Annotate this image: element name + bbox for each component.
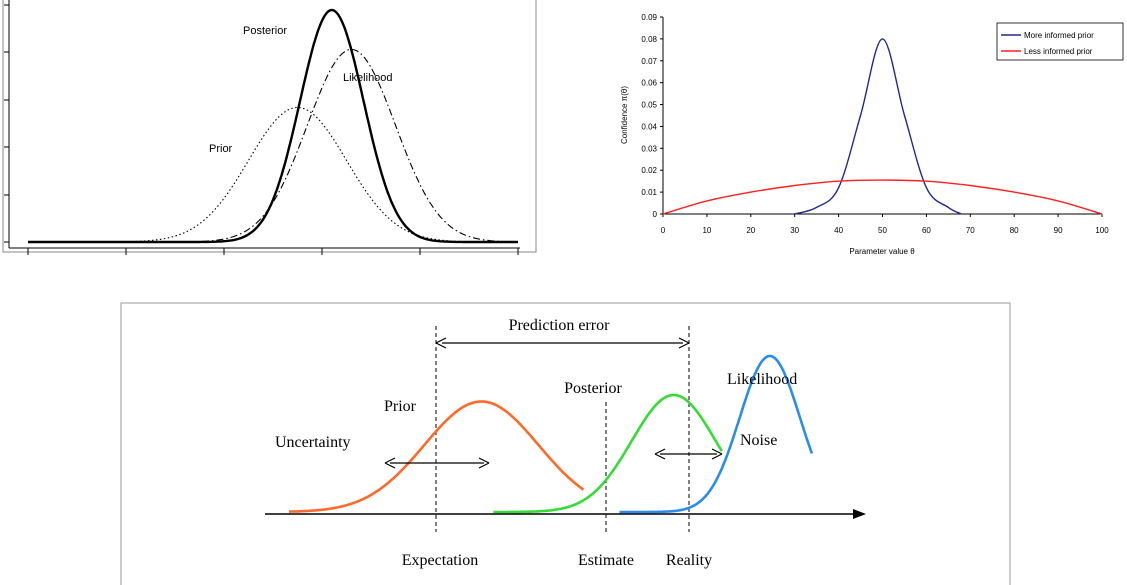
chart2-x-tick-label: 40 (834, 226, 843, 235)
chart3-noise-arrowhead-left (654, 448, 666, 460)
chart2-x-tick-labels: 0 10 20 30 40 50 60 70 80 90 100 (661, 226, 1109, 235)
chart3-prior-label: Prior (384, 398, 417, 415)
chart-prior-likelihood-posterior: Posterior Likelihood Prior (2, 0, 537, 255)
chart3-estimate-label: Estimate (578, 552, 634, 569)
chart1-likelihood-label: Likelihood (343, 72, 393, 84)
chart2-y-tick-label: 0 (653, 210, 658, 219)
chart-confidence: 0 0.01 0.02 0.03 0.04 0.05 0.06 0.07 0.08 0.09 0 1… (620, 13, 1124, 256)
chart2-x-tick-label: 20 (746, 226, 755, 235)
chart3-noise-arrowhead-right (711, 448, 723, 460)
chart2-x-tick-label: 90 (1054, 226, 1063, 235)
chart3-prediction-error-arrowhead-right (678, 337, 690, 349)
chart1-y-ticks (4, 4, 9, 243)
chart2-x-tick-label: 80 (1010, 226, 1019, 235)
chart2-legend-label-less: Less informed prior (1024, 47, 1093, 56)
chart2-y-tick-label: 0.04 (641, 122, 657, 131)
chart3-likelihood-label: Likelihood (727, 371, 797, 388)
chart3-uncertainty-arrowhead-right (478, 457, 490, 469)
chart2-y-tick-labels: 0 0.01 0.02 0.03 0.04 0.05 0.06 0.07 0.08 0.09 (641, 13, 657, 219)
chart2-y-tick-label: 0.06 (641, 79, 657, 88)
chart2-y-tick-label: 0.03 (641, 144, 657, 153)
chart3-frame (120, 302, 1011, 585)
chart3-series-posterior-curve (493, 393, 723, 514)
chart1-posterior-label: Posterior (243, 25, 287, 37)
chart1-frame (2, 0, 537, 253)
chart-prediction-error-diagram: Prediction error Prior Uncertainty Poste… (120, 302, 1011, 585)
chart3-prediction-error-arrowhead-left (435, 337, 447, 349)
chart1-series-prior-line (28, 106, 518, 243)
chart3-curves (289, 354, 814, 514)
chart2-series-more-informed-line (794, 38, 962, 215)
chart2-y-tick-label: 0.08 (641, 35, 657, 44)
chart3-uncertainty-label: Uncertainty (275, 434, 351, 451)
chart2-x-tick-label: 30 (790, 226, 799, 235)
chart2-legend-label-more: More informed prior (1024, 31, 1094, 40)
chart2-legend: More informed prior Less informed prior (996, 22, 1124, 61)
chart2-y-tick-label: 0.09 (641, 13, 657, 22)
chart3-posterior-label: Posterior (564, 380, 622, 397)
chart2-y-axis-label: Confidence π(θ) (620, 86, 629, 144)
chart2-y-tick-label: 0.01 (641, 188, 657, 197)
chart2-axes (660, 16, 1103, 217)
chart2-series-less-informed-line (662, 179, 1103, 215)
chart2-legend-box (996, 22, 1124, 61)
chart3-prediction-error-label: Prediction error (509, 317, 611, 334)
chart2-x-tick-label: 10 (702, 226, 711, 235)
chart2-x-axis-label: Parameter value θ (849, 247, 915, 256)
chart2-x-tick-label: 70 (966, 226, 975, 235)
chart2-y-tick-label: 0.02 (641, 166, 657, 175)
chart3-uncertainty-arrowhead-left (384, 457, 396, 469)
chart3-reality-label: Reality (666, 552, 712, 569)
chart3-expectation-label: Expectation (402, 552, 478, 569)
chart2-x-tick-label: 100 (1095, 226, 1109, 235)
chart1-curves (28, 8, 518, 244)
chart1-series-posterior-line (28, 8, 518, 244)
chart3-series-likelihood-curve (619, 354, 814, 514)
chart3-x-axis-arrowhead (853, 509, 866, 519)
chart2-x-tick-label: 60 (922, 226, 931, 235)
chart2-x-tick-label: 0 (661, 226, 666, 235)
chart3-noise-label: Noise (740, 432, 777, 449)
chart1-x-ticks (27, 248, 519, 255)
chart2-curves (662, 38, 1103, 215)
chart1-prior-label: Prior (209, 143, 233, 155)
chart2-x-tick-label: 50 (878, 226, 887, 235)
chart3-series-prior-curve (289, 400, 585, 513)
chart2-y-tick-label: 0.07 (641, 57, 657, 66)
chart2-y-tick-label: 0.05 (641, 101, 657, 110)
